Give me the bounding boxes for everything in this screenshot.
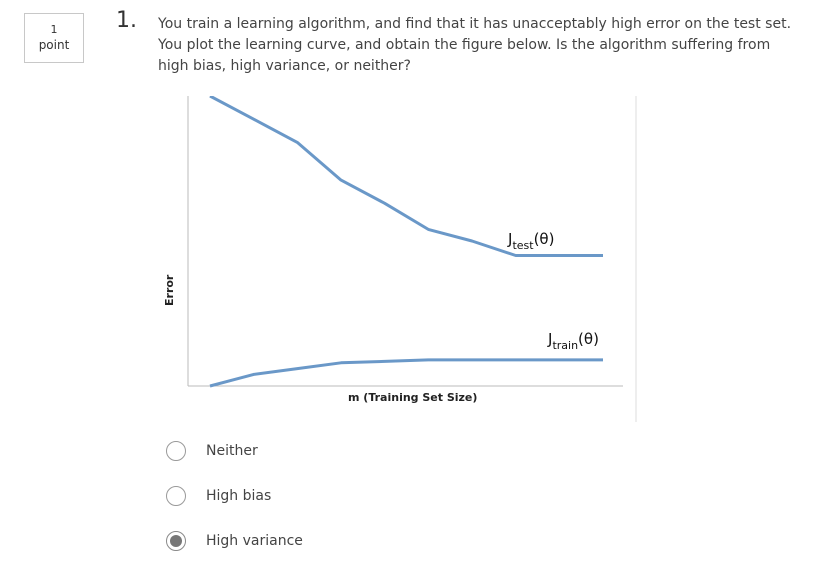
option-neither[interactable]: Neither — [166, 438, 258, 464]
learning-curve-figure: Error m (Training Set Size) Jtest(θ) Jtr… — [160, 96, 640, 422]
points-label: point — [38, 38, 70, 52]
option-high-bias[interactable]: High bias — [166, 483, 271, 509]
points-box: 1 point — [24, 13, 84, 63]
jtrain-label-main: J — [548, 330, 553, 348]
option-label: High variance — [206, 533, 303, 549]
points-value: 1 — [50, 23, 58, 36]
y-axis-label: Error — [163, 274, 176, 306]
jtrain-curve — [209, 358, 603, 388]
jtrain-label: Jtrain(θ) — [548, 330, 599, 352]
jtest-curve — [209, 96, 603, 257]
question-text: You train a learning algorithm, and find… — [158, 16, 792, 74]
jtest-label-arg: (θ) — [533, 230, 555, 248]
jtrain-label-arg: (θ) — [578, 330, 599, 348]
jtrain-label-sub: train — [552, 339, 579, 352]
radio-high-variance[interactable] — [166, 531, 186, 551]
option-label: High bias — [206, 488, 272, 504]
jtest-label-main: J — [508, 230, 513, 248]
question-number: 1. — [116, 8, 137, 33]
option-label: Neither — [206, 443, 258, 459]
jtest-label: Jtest(θ) — [508, 230, 555, 252]
jtest-label-sub: test — [512, 239, 534, 252]
option-high-variance[interactable]: High variance — [166, 528, 303, 554]
radio-neither[interactable] — [166, 441, 186, 461]
radio-high-bias[interactable] — [166, 486, 186, 506]
learning-curve-chart — [187, 96, 637, 422]
x-axis-label: m (Training Set Size) — [348, 391, 478, 404]
